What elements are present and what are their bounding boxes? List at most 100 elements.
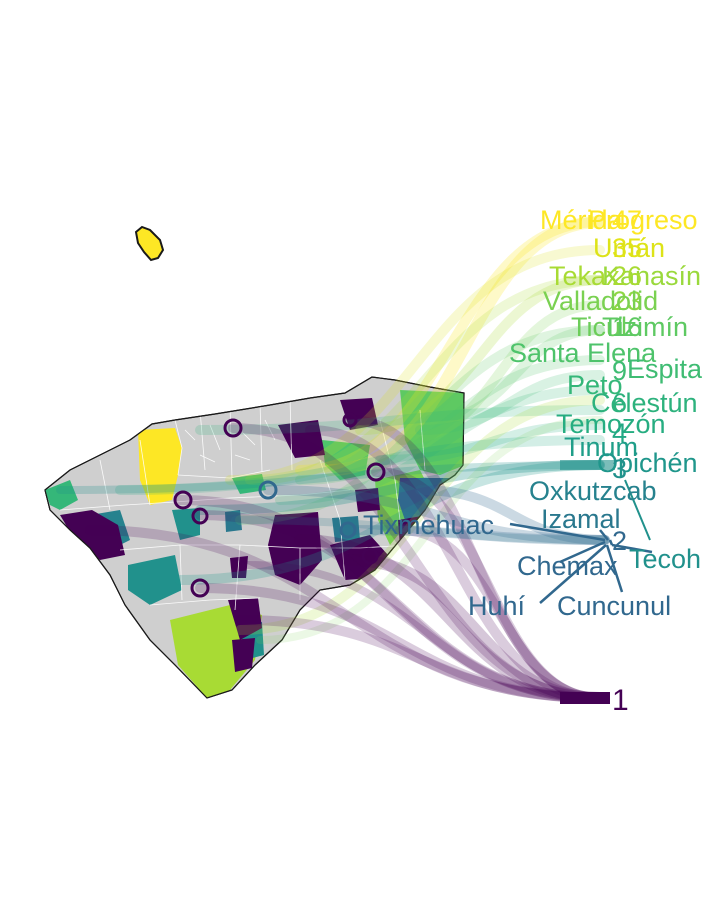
municipality-label: Temozón bbox=[556, 409, 666, 439]
municipality-label: Chemax bbox=[517, 551, 618, 581]
flow-ribbons bbox=[56, 216, 610, 704]
region-teal-1 bbox=[128, 555, 182, 605]
flow-ribbon bbox=[235, 615, 605, 703]
region-yellow bbox=[138, 428, 182, 505]
flow-ribbon bbox=[343, 525, 610, 545]
municipality-label: Tinum bbox=[564, 432, 638, 462]
municipality-label: Tizimín bbox=[602, 312, 688, 342]
flow-ribbon bbox=[324, 216, 606, 476]
flow-ribbon bbox=[235, 395, 605, 635]
region-purple-6 bbox=[228, 598, 262, 640]
flow-ribbon bbox=[256, 416, 604, 644]
state-shape bbox=[44, 376, 465, 699]
flow-ribbon bbox=[294, 534, 606, 704]
flow-ribbon bbox=[115, 435, 605, 495]
region-purple-4 bbox=[278, 420, 325, 458]
flow-ribbon bbox=[371, 467, 605, 703]
municipality-label: 47 bbox=[612, 205, 642, 235]
municipality-label: Kanasín bbox=[602, 261, 701, 291]
rank-bar-1 bbox=[560, 692, 610, 704]
region-purple-3 bbox=[330, 535, 388, 580]
island-shape bbox=[134, 225, 165, 262]
region-purple-9 bbox=[230, 556, 248, 578]
centroid-circle bbox=[258, 480, 278, 500]
flow-ribbon bbox=[355, 275, 605, 435]
municipality-label: 3 bbox=[612, 454, 627, 484]
flow-ribbon bbox=[295, 217, 605, 475]
flow-ribbon bbox=[275, 385, 605, 505]
municipality-label: Opichén bbox=[597, 448, 698, 478]
region-purple-10 bbox=[355, 488, 380, 512]
flow-ribbon bbox=[345, 415, 605, 703]
municipality-label: 4 bbox=[612, 418, 627, 448]
flow-ribbon bbox=[425, 325, 605, 425]
municipality-label: Oxkutzcab bbox=[529, 476, 657, 506]
municipality-label: Ticul bbox=[571, 312, 627, 342]
flow-ribbon bbox=[175, 495, 605, 703]
rank-bars bbox=[560, 460, 615, 704]
flow-ribbon bbox=[375, 420, 605, 465]
municipality-label: 16 bbox=[612, 312, 642, 342]
municipality-label: Huhí bbox=[468, 591, 526, 621]
centroid-circle bbox=[339, 521, 357, 539]
island bbox=[134, 225, 165, 262]
centroid-markers bbox=[173, 412, 386, 598]
municipality-label: 23 bbox=[612, 286, 642, 316]
flow-ribbon bbox=[195, 510, 605, 703]
flow-ribbon bbox=[225, 245, 605, 485]
flow-ribbon bbox=[263, 485, 610, 545]
municipality-label: 6 bbox=[612, 388, 627, 418]
flow-ribbon bbox=[344, 554, 606, 704]
region-purple-1 bbox=[60, 510, 125, 560]
flow-ribbon bbox=[305, 425, 605, 703]
leader-lines-teal bbox=[624, 479, 651, 541]
flow-ribbon bbox=[415, 485, 610, 545]
region-purple-5 bbox=[340, 398, 378, 430]
municipality-label: Tekax bbox=[549, 261, 620, 291]
municipality-labels: MéridaProgreso4735UmánTekaxKanasín2623Va… bbox=[363, 205, 703, 717]
municipality-label: 26 bbox=[612, 261, 642, 291]
flow-ribbon bbox=[415, 370, 605, 435]
region-green-east bbox=[400, 390, 464, 475]
flow-ribbon bbox=[295, 355, 605, 485]
flow-ribbon bbox=[228, 423, 605, 703]
leader-lines bbox=[509, 522, 653, 604]
flow-ribbon bbox=[175, 460, 605, 585]
municipalities bbox=[45, 390, 464, 698]
flow-ribbon bbox=[195, 405, 605, 435]
municipal-boundaries bbox=[59, 397, 426, 611]
municipality-label: 35 bbox=[612, 233, 642, 263]
municipality-label: Celestún bbox=[591, 388, 698, 418]
flow-ribbon bbox=[56, 461, 604, 494]
state-border bbox=[44, 376, 465, 699]
centroid-circle bbox=[366, 462, 386, 482]
flow-ribbon bbox=[244, 561, 604, 702]
flow-ribbon bbox=[231, 516, 609, 544]
municipality-label: 1 bbox=[612, 684, 629, 717]
region-green-west bbox=[45, 480, 78, 510]
region-green-center bbox=[322, 440, 370, 480]
flow-ribbon bbox=[85, 525, 605, 703]
municipality-label: Santa Elena bbox=[509, 338, 657, 368]
centroid-circle bbox=[342, 412, 358, 428]
municipality-label: Tecoh bbox=[629, 544, 701, 574]
centroid-circle bbox=[191, 507, 209, 525]
flow-ribbon bbox=[395, 300, 605, 445]
region-teal-4 bbox=[225, 510, 242, 532]
municipality-label: 2 bbox=[612, 526, 627, 556]
municipality-label: Mérida bbox=[540, 205, 624, 235]
flow-ribbon bbox=[395, 525, 605, 703]
municipality-label: 9 bbox=[612, 356, 627, 386]
centroid-circle bbox=[190, 578, 210, 598]
centroid-circle bbox=[173, 490, 193, 510]
region-green-north bbox=[232, 474, 266, 494]
municipality-label: Tixmehuac bbox=[363, 510, 494, 540]
rank-bar-3 bbox=[560, 460, 615, 470]
flow-ribbon bbox=[235, 325, 605, 525]
municipality-label: Espita bbox=[627, 354, 703, 384]
municipality-label: Progreso bbox=[588, 205, 698, 235]
municipality-label: Peto bbox=[567, 370, 623, 400]
municipality-label: Valladolid bbox=[543, 286, 658, 316]
centroid-circle bbox=[361, 547, 379, 565]
